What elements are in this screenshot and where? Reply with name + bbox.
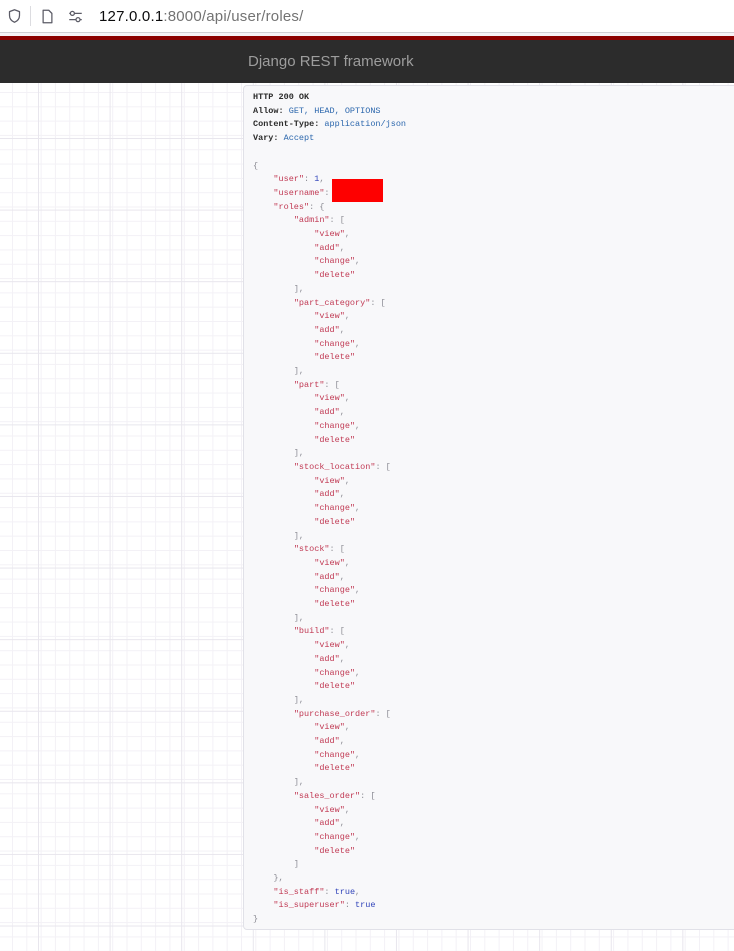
shield-icon[interactable]: [0, 3, 28, 29]
page-accent-line: [0, 36, 734, 40]
browser-url-bar[interactable]: 127.0.0.1:8000/api/user/roles/: [0, 0, 734, 33]
page-icon[interactable]: [33, 3, 61, 29]
url-path: :8000/api/user/roles/: [163, 7, 304, 25]
toolbar-divider: [30, 6, 31, 26]
response-pre: HTTP 200 OK Allow: GET, HEAD, OPTIONS Co…: [243, 85, 734, 930]
url-input[interactable]: 127.0.0.1:8000/api/user/roles/: [99, 8, 303, 25]
drf-navbar: Django REST framework: [0, 40, 734, 83]
response-body: HTTP 200 OK Allow: GET, HEAD, OPTIONS Co…: [253, 92, 407, 925]
navbar-brand: Django REST framework: [248, 53, 414, 70]
chrome-bottom-strip: [0, 33, 734, 36]
username-redaction-overlay: [332, 179, 383, 202]
url-host: 127.0.0.1: [99, 7, 164, 25]
page-background: HTTP 200 OK Allow: GET, HEAD, OPTIONS Co…: [0, 83, 734, 951]
permissions-icon[interactable]: [61, 3, 89, 29]
